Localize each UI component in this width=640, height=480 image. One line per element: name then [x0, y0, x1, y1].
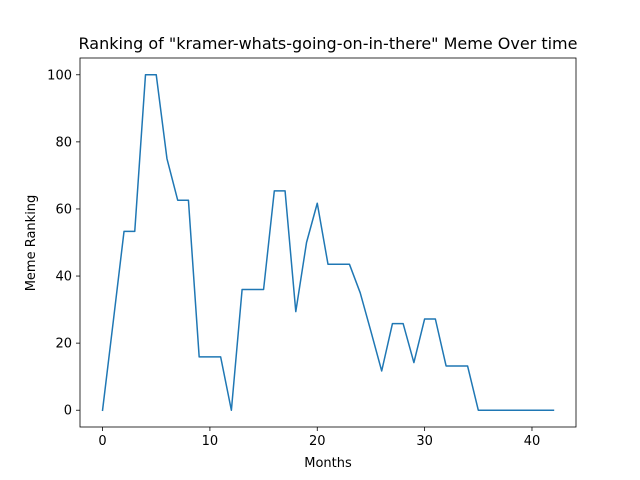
x-tick-label: 20	[309, 434, 326, 449]
y-tick-label: 100	[47, 68, 72, 83]
y-tick-label: 40	[55, 270, 72, 285]
y-tick-label: 0	[64, 404, 72, 419]
x-tick-label: 10	[202, 434, 219, 449]
plot-frame	[79, 57, 577, 428]
y-tick-label: 80	[55, 135, 72, 150]
x-axis-label: Months	[304, 456, 352, 471]
x-tick-label: 30	[416, 434, 433, 449]
series-line-0	[101, 74, 555, 412]
chart-title: Ranking of "kramer-whats-going-on-in-the…	[79, 34, 578, 53]
y-tick-label: 20	[55, 337, 72, 352]
y-axis-label: Meme Ranking	[24, 195, 39, 292]
x-tick-label: 0	[98, 434, 106, 449]
plot-area: 0 10 20 30 40 0 20 40 60 80 100	[47, 57, 577, 449]
x-tick-label: 40	[524, 434, 541, 449]
y-tick-label: 60	[55, 202, 72, 217]
